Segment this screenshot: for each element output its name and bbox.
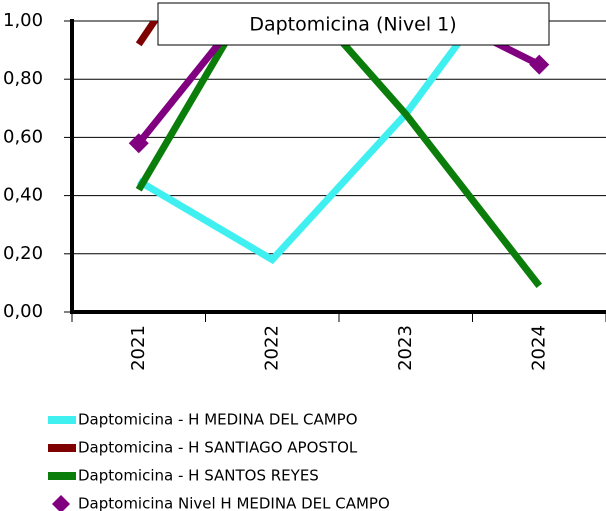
x-tick-label: 2024: [528, 325, 549, 371]
data-marker: [128, 133, 149, 154]
title-box: [157, 2, 550, 46]
legend-label: Daptomicina Nivel H MEDINA DEL CAMPO: [78, 495, 390, 511]
legend-swatch: [48, 444, 76, 452]
y-tick-label: 0,40: [3, 185, 43, 206]
legend-swatch: [48, 472, 76, 480]
x-tick-label: 2023: [395, 325, 416, 371]
chart-title: Daptomicina (Nivel 1): [249, 14, 456, 36]
x-tick-label: 2021: [128, 325, 149, 371]
legend-swatch: [48, 416, 76, 424]
y-tick-label: 0,60: [3, 126, 43, 147]
legend-label: Daptomicina - H MEDINA DEL CAMPO: [78, 411, 358, 429]
y-tick-label: 0,80: [3, 68, 43, 89]
legend-marker: [52, 495, 70, 511]
y-tick-label: 0,00: [3, 301, 43, 322]
y-tick-label: 1,00: [3, 10, 43, 31]
legend-label: Daptomicina - H SANTIAGO APOSTOL: [78, 439, 358, 457]
data-marker: [529, 54, 550, 75]
legend-label: Daptomicina - H SANTOS REYES: [78, 467, 319, 485]
y-tick-label: 0,20: [3, 243, 43, 264]
x-tick-label: 2022: [261, 325, 282, 371]
